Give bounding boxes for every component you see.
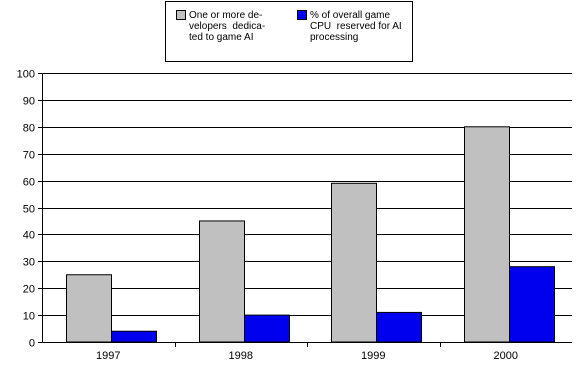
legend-box (165, 1, 413, 62)
x-tick-label-1997: 1997 (96, 350, 120, 362)
y-tick-label: 60 (23, 177, 35, 189)
bar-series1-1999 (331, 182, 377, 343)
y-tick-label: 30 (23, 257, 35, 269)
x-tick-label-1998: 1998 (229, 350, 253, 362)
legend-label-2: % of overall game (310, 10, 390, 21)
bar-series1-2000 (464, 126, 510, 343)
bar-series1-1998 (199, 220, 245, 343)
x-tick-label-2000: 2000 (494, 350, 518, 362)
legend-label-1: One or more de- (189, 10, 262, 21)
y-tick-label: 10 (23, 311, 35, 323)
y-tick-label: 40 (23, 230, 35, 242)
y-tick-label: 70 (23, 150, 35, 162)
gridlines (42, 73, 572, 316)
y-tick-label: 50 (23, 204, 35, 216)
bar-series2-1998 (244, 314, 290, 343)
y-tick-label: 100 (17, 69, 35, 81)
legend-label-2: CPU reserved for AI (310, 21, 402, 32)
legend-label-1: velopers dedica- (189, 21, 265, 32)
bar-series2-2000 (509, 266, 555, 343)
legend-label-2: processing (310, 32, 358, 43)
y-tick-labels: 0 10 20 30 40 50 60 70 80 90 100 (17, 69, 35, 350)
x-tick-labels: 1997 1998 1999 2000 (96, 350, 518, 362)
bar-series2-1997 (111, 330, 157, 343)
y-tick-label: 20 (23, 284, 35, 296)
y-tick-label: 80 (23, 123, 35, 135)
legend-label-1: ted to game AI (189, 32, 254, 43)
legend-swatch-2 (297, 10, 307, 20)
legend: One or more de-velopers dedica-ted to ga… (165, 1, 413, 62)
legend-swatch-1 (176, 10, 186, 20)
axes (38, 73, 572, 347)
x-tick-label-1999: 1999 (361, 350, 385, 362)
y-tick-label: 0 (29, 338, 35, 350)
y-tick-label: 90 (23, 96, 35, 108)
bars (66, 126, 555, 343)
bar-series1-1997 (66, 274, 112, 343)
bar-series2-1999 (376, 311, 422, 343)
